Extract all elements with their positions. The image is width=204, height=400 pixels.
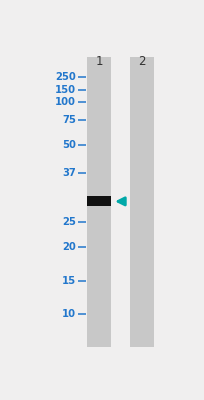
Text: 25: 25 bbox=[62, 217, 76, 227]
Text: 10: 10 bbox=[62, 310, 76, 320]
Bar bbox=[129, 57, 154, 347]
Text: 1: 1 bbox=[95, 55, 102, 68]
Text: 15: 15 bbox=[62, 276, 76, 286]
Text: 50: 50 bbox=[62, 140, 76, 150]
Text: 100: 100 bbox=[55, 97, 76, 107]
Text: 75: 75 bbox=[62, 115, 76, 125]
Text: 2: 2 bbox=[137, 55, 145, 68]
Text: 37: 37 bbox=[62, 168, 76, 178]
Bar bbox=[86, 57, 111, 347]
Text: 250: 250 bbox=[55, 72, 76, 82]
Bar bbox=[86, 196, 111, 206]
Text: 20: 20 bbox=[62, 242, 76, 252]
Text: 150: 150 bbox=[55, 84, 76, 94]
